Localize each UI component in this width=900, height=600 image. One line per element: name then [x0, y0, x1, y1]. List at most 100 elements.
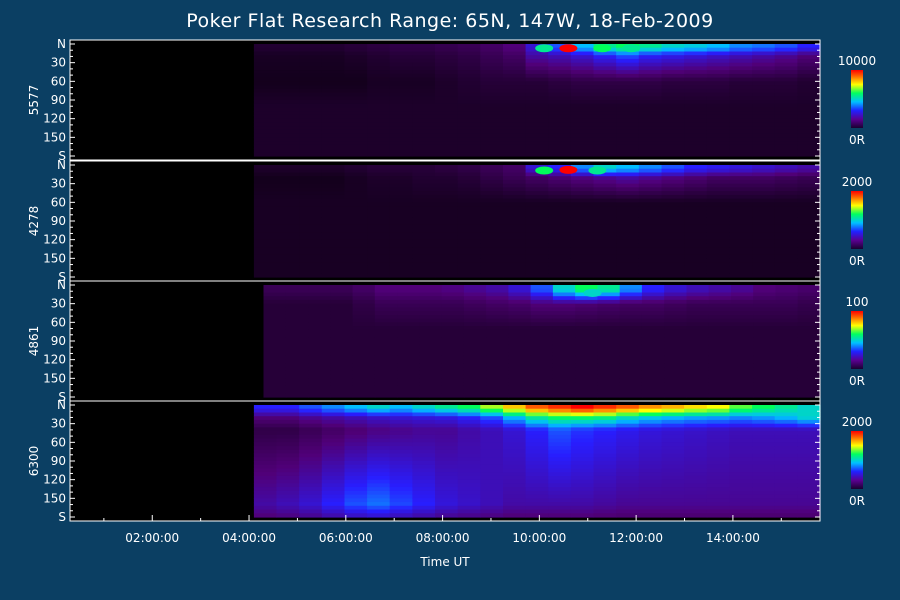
heat-cell	[530, 307, 554, 312]
heat-cell	[299, 472, 323, 477]
heat-cell	[797, 385, 821, 391]
heat-cell	[480, 77, 504, 82]
heat-cell	[570, 258, 595, 263]
heat-cell	[276, 490, 300, 496]
heat-cell	[389, 416, 413, 421]
heat-cell	[344, 228, 368, 233]
heat-cell	[753, 307, 777, 312]
heat-cell	[641, 359, 665, 364]
heat-cell	[638, 453, 662, 458]
heat-cell	[321, 103, 345, 108]
heat-cell	[389, 168, 413, 173]
heat-cell	[797, 285, 821, 290]
heat-cell	[593, 165, 617, 170]
heat-cell	[548, 228, 572, 233]
heat-cell	[774, 172, 798, 177]
heat-cell	[276, 168, 300, 173]
heat-cell	[435, 250, 459, 256]
heat-cell	[435, 408, 459, 413]
heat-cell	[503, 262, 527, 267]
heat-cell	[276, 468, 300, 473]
heat-cell	[797, 202, 821, 207]
heat-cell	[463, 288, 487, 293]
heat-cell	[552, 382, 576, 387]
heat-cell	[441, 329, 465, 335]
heat-cell	[729, 427, 753, 432]
heat-cell	[593, 502, 617, 507]
heat-cell	[619, 352, 643, 357]
heat-cell	[797, 103, 821, 108]
heat-cell	[321, 472, 345, 477]
heat-cell	[253, 513, 278, 518]
heat-cell	[525, 494, 549, 499]
heat-cell	[480, 176, 504, 181]
heat-cell	[548, 262, 572, 267]
heat-cell	[321, 446, 345, 451]
heat-cell	[774, 502, 798, 507]
heat-cell	[706, 191, 730, 196]
heat-cell	[276, 100, 300, 105]
heat-cell	[503, 419, 527, 425]
heat-cell	[276, 85, 300, 90]
heat-cell	[664, 303, 688, 308]
heat-cell	[638, 85, 662, 90]
heat-cell	[752, 438, 776, 443]
heat-cell	[486, 303, 509, 308]
heat-cell	[638, 176, 662, 181]
heat-cell	[321, 464, 345, 469]
heat-cell	[263, 344, 287, 349]
heat-cell	[797, 442, 821, 447]
heat-cell	[638, 505, 662, 511]
heat-cell	[253, 144, 278, 150]
heat-cell	[530, 326, 554, 331]
heat-cell	[684, 194, 708, 200]
heat-cell	[616, 468, 640, 473]
heat-cell	[508, 322, 532, 327]
heat-cell	[352, 285, 376, 290]
heat-cell	[616, 103, 640, 108]
heat-cell	[367, 479, 391, 484]
heat-cell	[344, 191, 368, 196]
heat-cell	[285, 359, 309, 364]
heat-cell	[684, 262, 708, 267]
heat-cell	[570, 168, 595, 173]
heat-cell	[503, 213, 527, 218]
heat-cell	[457, 483, 481, 488]
heat-cell	[412, 412, 436, 417]
heat-cell	[684, 250, 708, 256]
heat-cell	[367, 88, 391, 94]
heat-cell	[321, 250, 345, 256]
heat-cell	[548, 55, 572, 60]
heat-cell	[412, 468, 436, 473]
heat-cell	[503, 114, 527, 120]
heat-cell	[731, 299, 754, 305]
heat-cell	[525, 122, 549, 127]
y-tick-label: 150	[43, 371, 66, 385]
heat-cell	[397, 303, 420, 308]
heat-cell	[389, 198, 413, 203]
heat-cell	[708, 374, 732, 379]
heat-cell	[797, 487, 821, 492]
heat-cell	[661, 224, 685, 229]
heat-cell	[752, 453, 776, 458]
heat-cell	[570, 77, 595, 82]
heat-cell	[412, 438, 436, 443]
heat-cell	[344, 483, 368, 488]
heat-cell	[729, 137, 753, 142]
heat-cell	[389, 122, 413, 127]
heat-cell	[486, 337, 509, 342]
heat-cell	[503, 232, 527, 237]
heat-cell	[597, 389, 621, 394]
heat-cell	[457, 172, 481, 177]
heat-cell	[641, 367, 665, 372]
heat-cell	[412, 194, 436, 200]
heat-cell	[706, 494, 730, 499]
heat-cell	[503, 468, 527, 473]
heat-cell	[593, 213, 617, 218]
heat-cell	[308, 348, 331, 353]
heat-cell	[752, 81, 776, 86]
heat-cell	[374, 367, 398, 372]
heat-cell	[457, 250, 481, 256]
heat-cell	[276, 221, 300, 226]
heat-cell	[435, 269, 459, 274]
